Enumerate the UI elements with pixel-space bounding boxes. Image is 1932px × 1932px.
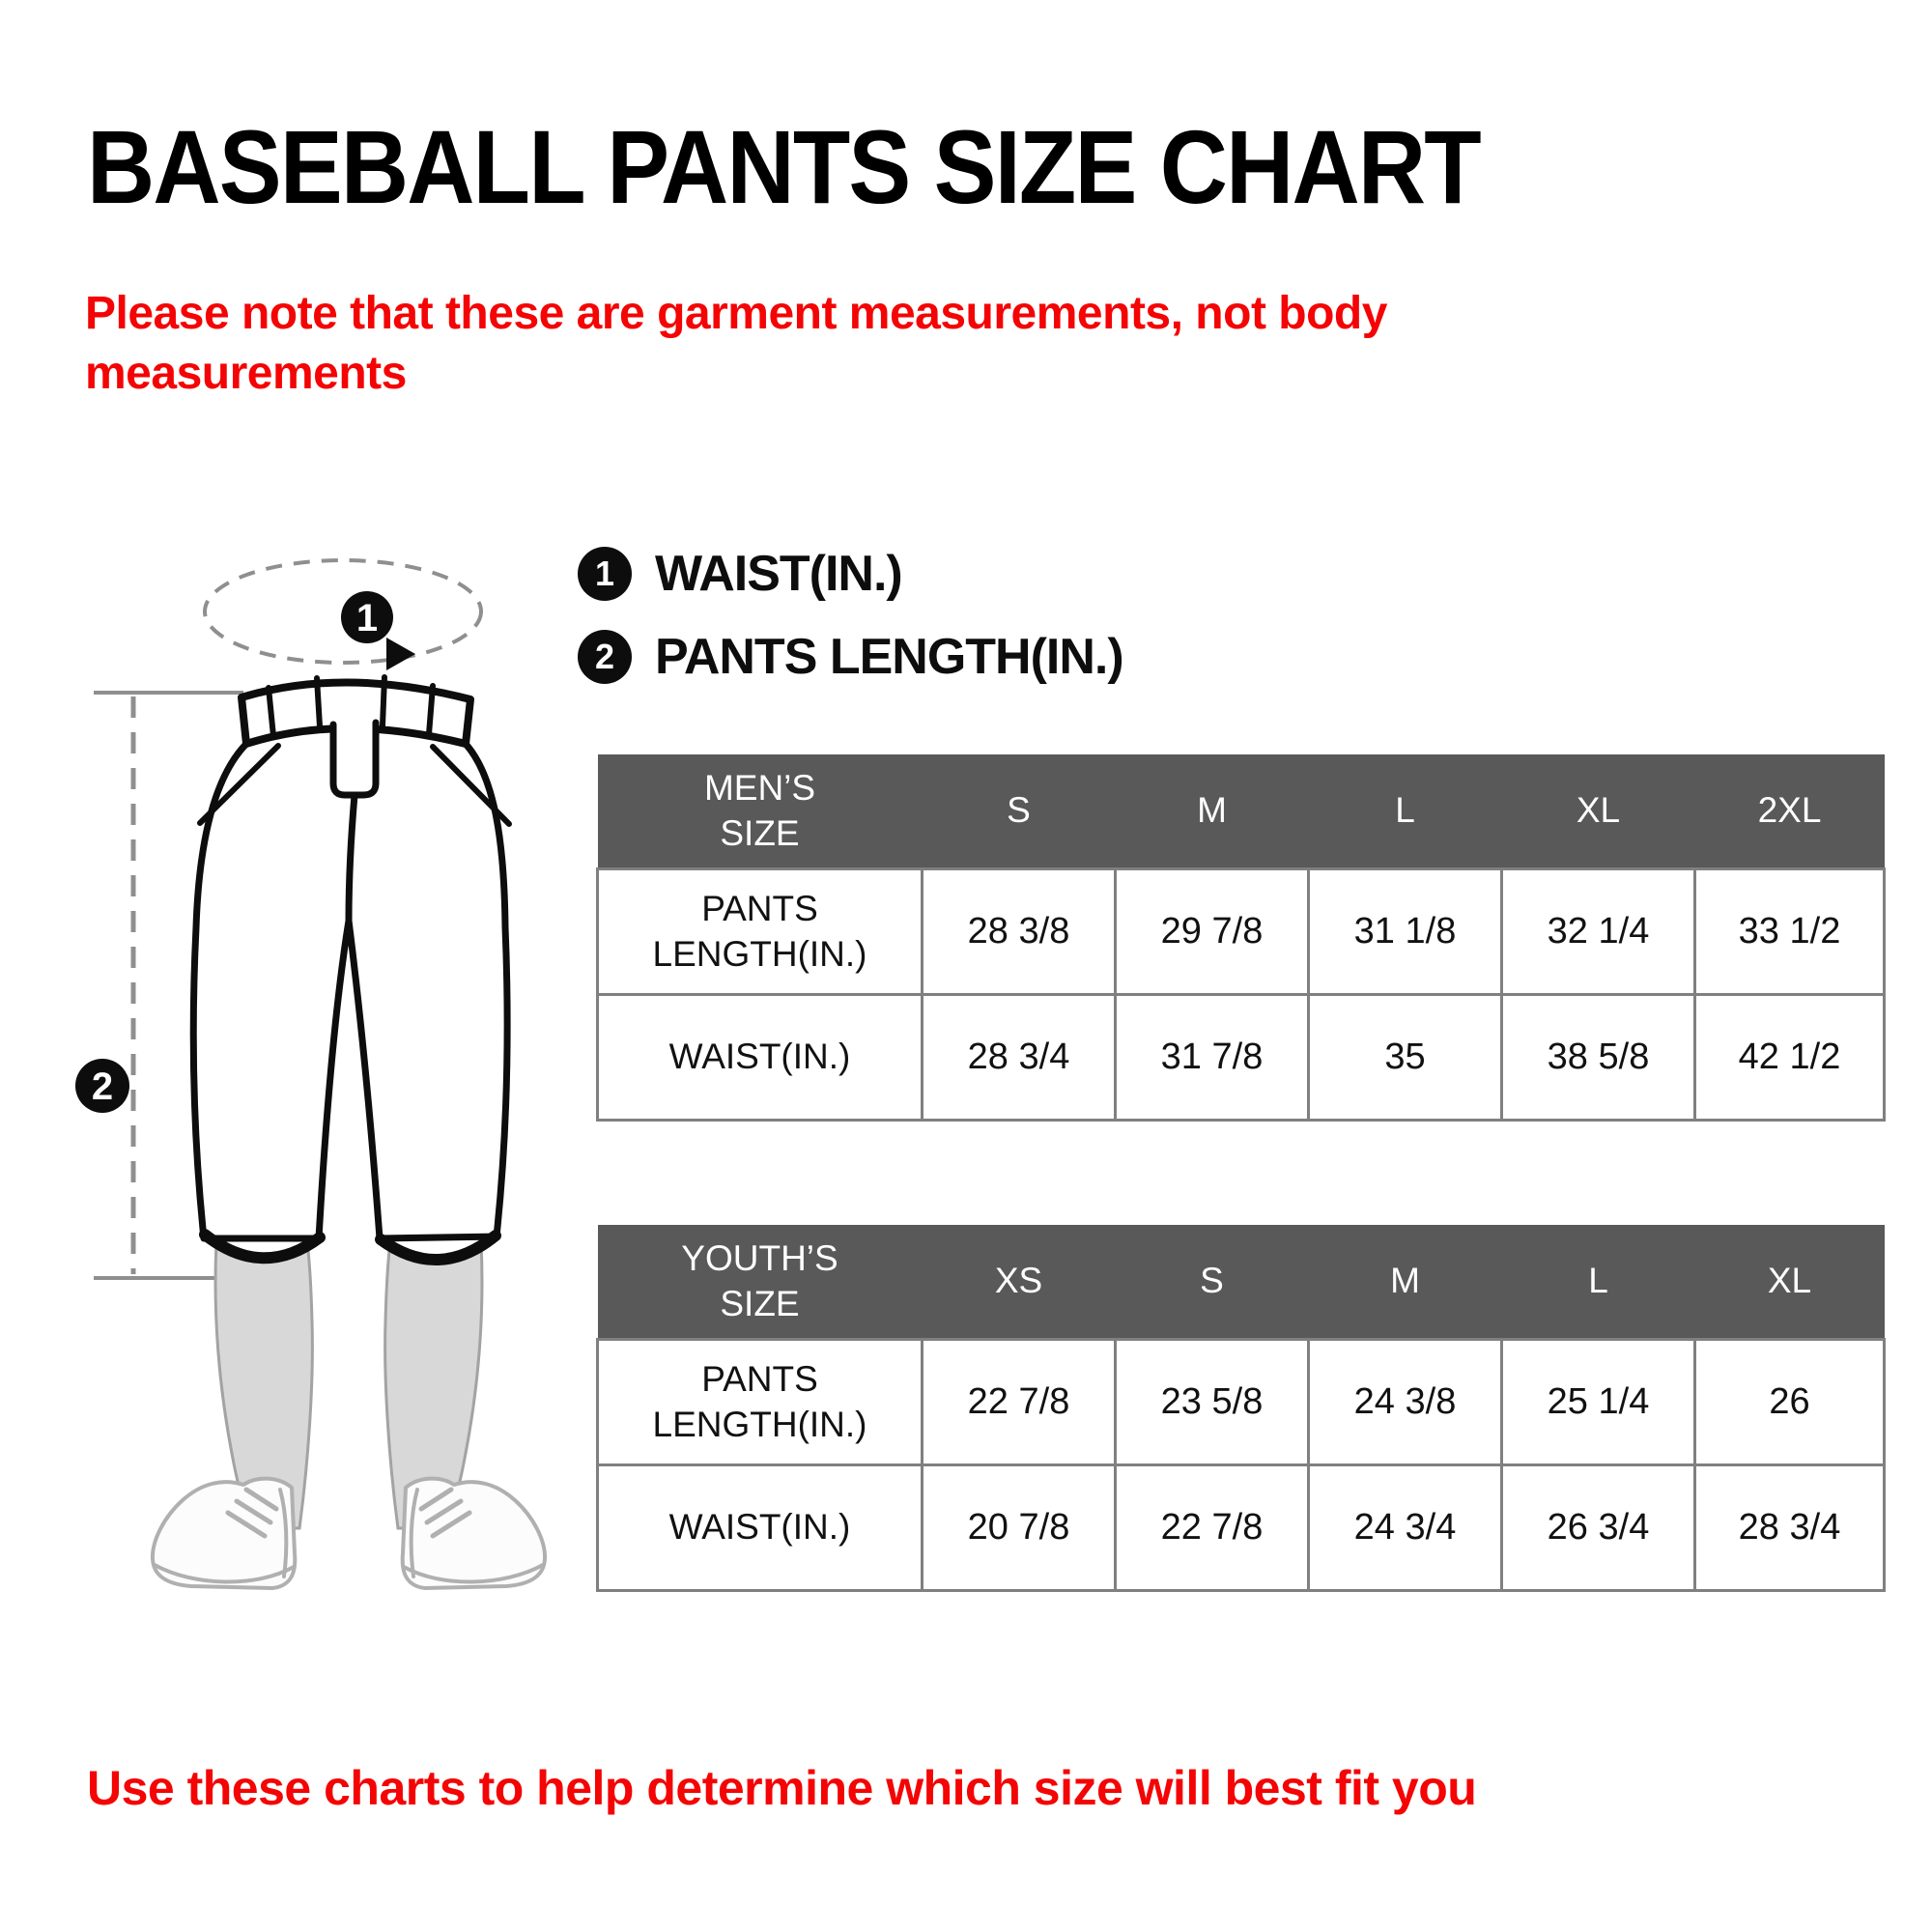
- row-label: PANTS LENGTH(IN.): [596, 867, 923, 996]
- table-cell: 26: [1693, 1338, 1886, 1466]
- size-col-header: XL: [1501, 754, 1695, 869]
- table-cell: 28 3/8: [921, 867, 1117, 996]
- size-col-header: L: [1501, 1225, 1695, 1340]
- size-col-header: XS: [922, 1225, 1116, 1340]
- pant-cuffs: [199, 1229, 501, 1265]
- table-cell: 31 7/8: [1114, 993, 1310, 1122]
- pants-outline: [189, 674, 512, 1242]
- page-title: BASEBALL PANTS SIZE CHART: [87, 108, 1482, 225]
- legend-row-pants-length: 2 PANTS LENGTH(IN.): [578, 628, 1124, 686]
- marker-2-badge: [75, 1059, 129, 1113]
- garment-measurements-note: Please note that these are garment measu…: [85, 288, 1387, 400]
- size-col-header: L: [1308, 754, 1502, 869]
- table-cell: 24 3/8: [1307, 1338, 1503, 1466]
- sneakers: [150, 1476, 548, 1590]
- youths-size-header: YOUTH’S SIZE: [597, 1225, 923, 1340]
- table-row: WAIST(IN.) 28 3/4 31 7/8 35 38 5/8 42 1/…: [596, 993, 1886, 1122]
- mens-size-table: MEN’S SIZE S M L XL 2XL PANTS LENGTH(IN.…: [596, 754, 1886, 1122]
- socks: [213, 1237, 484, 1530]
- table-row: PANTS LENGTH(IN.) 22 7/8 23 5/8 24 3/8 2…: [596, 1338, 1886, 1466]
- table-row: WAIST(IN.) 20 7/8 22 7/8 24 3/4 26 3/4 2…: [596, 1463, 1886, 1592]
- table-header-row: YOUTH’S SIZE XS S M L XL: [597, 1225, 1885, 1340]
- table-cell: 28 3/4: [1693, 1463, 1886, 1592]
- table-cell: 22 7/8: [1114, 1463, 1310, 1592]
- crotch-seam: [345, 791, 358, 924]
- legend-badge-1: 1: [578, 547, 632, 601]
- marker-1-number: 1: [356, 597, 378, 639]
- right-sneaker: [400, 1476, 548, 1590]
- belt-loops: [266, 674, 436, 739]
- table-cell: 24 3/4: [1307, 1463, 1503, 1592]
- table-cell: 32 1/4: [1500, 867, 1696, 996]
- table-cell: 35: [1307, 993, 1503, 1122]
- legend-row-waist: 1 WAIST(IN.): [578, 545, 1123, 603]
- table-cell: 38 5/8: [1500, 993, 1696, 1122]
- table-cell: 31 1/8: [1307, 867, 1503, 996]
- row-label: PANTS LENGTH(IN.): [596, 1338, 923, 1466]
- row-label: WAIST(IN.): [596, 993, 923, 1122]
- table-cell: 20 7/8: [921, 1463, 1117, 1592]
- waist-measure-arrow-icon: [386, 638, 415, 670]
- left-sneaker: [150, 1476, 298, 1590]
- fly-seam: [329, 719, 380, 799]
- marker-1-badge: [341, 591, 393, 643]
- row-label: WAIST(IN.): [596, 1463, 923, 1592]
- table-cell: 26 3/4: [1500, 1463, 1696, 1592]
- size-col-header: M: [1308, 1225, 1502, 1340]
- measurement-legend: 1 WAIST(IN.) 2 PANTS LENGTH(IN.): [578, 545, 1124, 711]
- table-cell: 28 3/4: [921, 993, 1117, 1122]
- footer-note: Use these charts to help determine which…: [87, 1761, 1477, 1815]
- legend-label-pants-length: PANTS LENGTH(IN.): [655, 629, 1124, 685]
- mens-size-header: MEN’S SIZE: [597, 754, 923, 869]
- legend-badge-2: 2: [578, 630, 632, 684]
- marker-2-number: 2: [92, 1065, 113, 1108]
- right-cuff: [375, 1230, 501, 1265]
- size-col-header: M: [1115, 754, 1309, 869]
- table-cell: 23 5/8: [1114, 1338, 1310, 1466]
- waist-measure-ellipse: [203, 558, 483, 665]
- pants-diagram: 1 2: [75, 558, 548, 1590]
- size-col-header: S: [1115, 1225, 1309, 1340]
- table-cell: 29 7/8: [1114, 867, 1310, 996]
- left-cuff: [199, 1229, 326, 1264]
- table-cell: 42 1/2: [1693, 993, 1886, 1122]
- youths-size-table: YOUTH’S SIZE XS S M L XL PANTS LENGTH(IN…: [596, 1225, 1886, 1592]
- table-row: PANTS LENGTH(IN.) 28 3/8 29 7/8 31 1/8 3…: [596, 867, 1886, 996]
- legend-label-waist: WAIST(IN.): [655, 546, 903, 602]
- table-cell: 25 1/4: [1500, 1338, 1696, 1466]
- size-col-header: S: [922, 754, 1116, 869]
- pants-body: [189, 724, 511, 1242]
- table-header-row: MEN’S SIZE S M L XL 2XL: [597, 754, 1885, 869]
- table-cell: 22 7/8: [921, 1338, 1117, 1466]
- waistband: [238, 678, 474, 748]
- size-col-header: XL: [1694, 1225, 1885, 1340]
- pocket-seams: [197, 743, 512, 827]
- table-cell: 33 1/2: [1693, 867, 1886, 996]
- size-col-header: 2XL: [1694, 754, 1885, 869]
